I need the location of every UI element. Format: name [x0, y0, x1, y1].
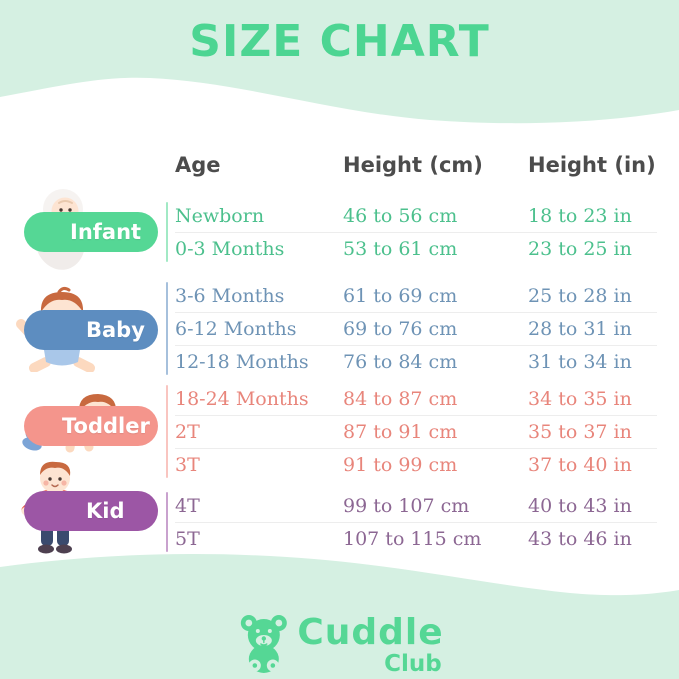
height-cm-cell: 46 to 56 cm	[343, 204, 458, 227]
infant-rows: Newborn 46 to 56 cm 18 to 23 in 0-3 Mont…	[175, 199, 657, 265]
age-cell: 6-12 Months	[175, 318, 297, 340]
top-wave-decoration	[0, 0, 679, 124]
height-in-cell: 28 to 31 in	[528, 318, 632, 340]
group-label-toddler: Toddler	[62, 414, 150, 438]
height-in-cell: 37 to 40 in	[528, 454, 632, 476]
table-row: 0-3 Months 53 to 61 cm 23 to 25 in	[175, 232, 657, 265]
brand-name: Cuddle Club	[297, 613, 443, 676]
height-in-cell: 23 to 25 in	[528, 238, 632, 260]
table-row: 4T 99 to 107 cm 40 to 43 in	[175, 489, 657, 522]
table-row: 3T 91 to 99 cm 37 to 40 in	[175, 448, 657, 481]
height-cm-cell: 53 to 61 cm	[343, 238, 458, 260]
height-cm-cell: 99 to 107 cm	[343, 494, 470, 517]
group-label-kid: Kid	[86, 499, 125, 523]
group-label-baby: Baby	[86, 318, 145, 342]
age-cell: Newborn	[175, 204, 265, 227]
toddler-rows: 18-24 Months 84 to 87 cm 34 to 35 in 2T …	[175, 382, 657, 481]
column-header-height-cm: Height (cm)	[343, 153, 483, 177]
height-cm-cell: 91 to 99 cm	[343, 454, 458, 476]
height-in-cell: 31 to 34 in	[528, 351, 632, 373]
group-badge-toddler: Toddler	[24, 406, 158, 446]
group-label-infant: Infant	[70, 220, 142, 244]
height-in-cell: 34 to 35 in	[528, 387, 632, 410]
age-cell: 2T	[175, 421, 200, 443]
column-header-height-in: Height (in)	[528, 153, 656, 177]
brand-logo: Cuddle Club	[235, 613, 443, 676]
table-row: 6-12 Months 69 to 76 cm 28 to 31 in	[175, 312, 657, 345]
height-in-cell: 43 to 46 in	[528, 528, 632, 550]
table-row: Newborn 46 to 56 cm 18 to 23 in	[175, 199, 657, 232]
group-badge-infant: Infant	[24, 212, 158, 252]
height-cm-cell: 76 to 84 cm	[343, 351, 458, 373]
height-in-cell: 18 to 23 in	[528, 204, 632, 227]
table-header-row: Age Height (cm) Height (in)	[175, 148, 657, 182]
height-cm-cell: 61 to 69 cm	[343, 284, 458, 307]
brand-word-club: Club	[384, 650, 442, 677]
height-in-cell: 35 to 37 in	[528, 421, 632, 443]
height-cm-cell: 84 to 87 cm	[343, 387, 458, 410]
age-cell: 0-3 Months	[175, 238, 285, 260]
column-header-age: Age	[175, 153, 221, 177]
height-cm-cell: 69 to 76 cm	[343, 318, 458, 340]
height-cm-cell: 107 to 115 cm	[343, 528, 482, 550]
height-in-cell: 40 to 43 in	[528, 494, 632, 517]
age-cell: 3-6 Months	[175, 284, 285, 307]
age-cell: 18-24 Months	[175, 387, 309, 410]
table-row: 18-24 Months 84 to 87 cm 34 to 35 in	[175, 382, 657, 415]
height-in-cell: 25 to 28 in	[528, 284, 632, 307]
group-badge-baby: Baby	[24, 310, 158, 350]
table-row: 2T 87 to 91 cm 35 to 37 in	[175, 415, 657, 448]
kid-rows: 4T 99 to 107 cm 40 to 43 in 5T 107 to 11…	[175, 489, 657, 555]
age-cell: 3T	[175, 454, 200, 476]
toddler-divider-rule	[166, 385, 168, 478]
group-badge-kid: Kid	[24, 491, 158, 531]
baby-rows: 3-6 Months 61 to 69 cm 25 to 28 in 6-12 …	[175, 279, 657, 378]
table-row: 12-18 Months 76 to 84 cm 31 to 34 in	[175, 345, 657, 378]
brand-word-cuddle: Cuddle	[297, 612, 444, 653]
baby-divider-rule	[166, 282, 168, 375]
table-row: 3-6 Months 61 to 69 cm 25 to 28 in	[175, 279, 657, 312]
age-cell: 5T	[175, 528, 200, 550]
bottom-wave-decoration	[0, 554, 679, 679]
age-cell: 12-18 Months	[175, 351, 309, 373]
table-row: 5T 107 to 115 cm 43 to 46 in	[175, 522, 657, 555]
height-cm-cell: 87 to 91 cm	[343, 421, 458, 443]
age-cell: 4T	[175, 494, 200, 517]
kid-divider-rule	[166, 492, 168, 552]
teddy-bear-icon	[240, 615, 287, 673]
infant-divider-rule	[166, 202, 168, 262]
page-title: SIZE CHART	[189, 16, 490, 67]
